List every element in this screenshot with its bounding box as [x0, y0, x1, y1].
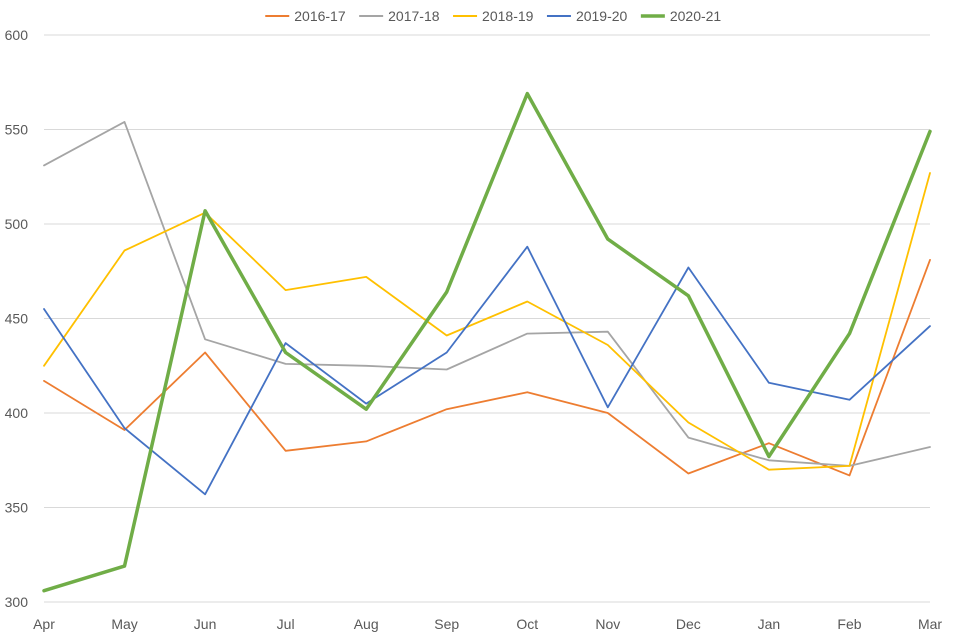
y-tick-label: 300	[5, 594, 29, 610]
y-tick-label: 550	[5, 122, 29, 138]
y-tick-label: 600	[5, 27, 29, 43]
x-tick-label: Jun	[194, 616, 217, 632]
y-tick-label: 400	[5, 405, 29, 421]
x-tick-label: Mar	[918, 616, 942, 632]
legend-label: 2019-20	[576, 8, 628, 24]
x-tick-label: May	[111, 616, 137, 632]
y-axis-tick-labels: 300 350 400 450 500 550 600	[5, 27, 29, 610]
y-tick-label: 350	[5, 500, 29, 516]
legend-label: 2018-19	[482, 8, 534, 24]
series-line-2020-21	[42, 91, 932, 593]
x-tick-label: Jul	[277, 616, 295, 632]
x-tick-label: Sep	[434, 616, 459, 632]
legend-label: 2017-18	[388, 8, 440, 24]
series-line-2018-19	[43, 172, 931, 471]
x-tick-label: Dec	[676, 616, 701, 632]
x-tick-label: Oct	[516, 616, 538, 632]
x-tick-label: Jan	[758, 616, 781, 632]
series-line-2019-20	[43, 245, 931, 496]
x-axis-tick-labels: Apr May Jun Jul Aug Sep Oct Nov Dec Jan Feb Mar	[33, 616, 942, 632]
x-tick-label: Nov	[595, 616, 620, 632]
legend: 2016-17 2017-18 2018-19 2019-20 2020-21	[265, 8, 721, 24]
x-tick-label: Feb	[837, 616, 861, 632]
series-lines	[42, 91, 932, 593]
series-line-2016-17	[43, 258, 931, 477]
y-tick-label: 450	[5, 311, 29, 327]
x-tick-label: Aug	[354, 616, 379, 632]
legend-label: 2016-17	[294, 8, 346, 24]
y-tick-label: 500	[5, 216, 29, 232]
legend-label: 2020-21	[670, 8, 722, 24]
x-tick-label: Apr	[33, 616, 55, 632]
series-line-2017-18	[43, 121, 931, 467]
gridlines	[44, 34, 930, 603]
